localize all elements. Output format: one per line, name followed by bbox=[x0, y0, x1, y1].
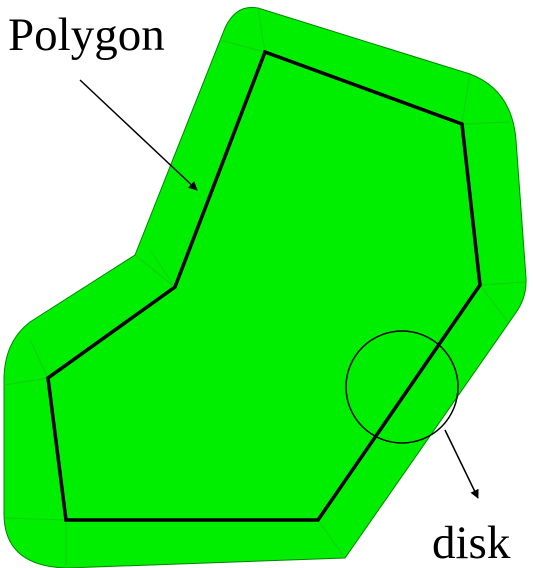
polygon-arrow bbox=[79, 79, 198, 191]
offset-region bbox=[3, 6, 527, 568]
polygon-outline bbox=[46, 49, 482, 522]
disk-label: disk bbox=[432, 517, 511, 568]
polygon-label: Polygon bbox=[8, 9, 165, 61]
disk-arrow bbox=[444, 429, 479, 499]
disk-circle bbox=[345, 330, 459, 444]
offset-seams bbox=[3, 7, 526, 566]
